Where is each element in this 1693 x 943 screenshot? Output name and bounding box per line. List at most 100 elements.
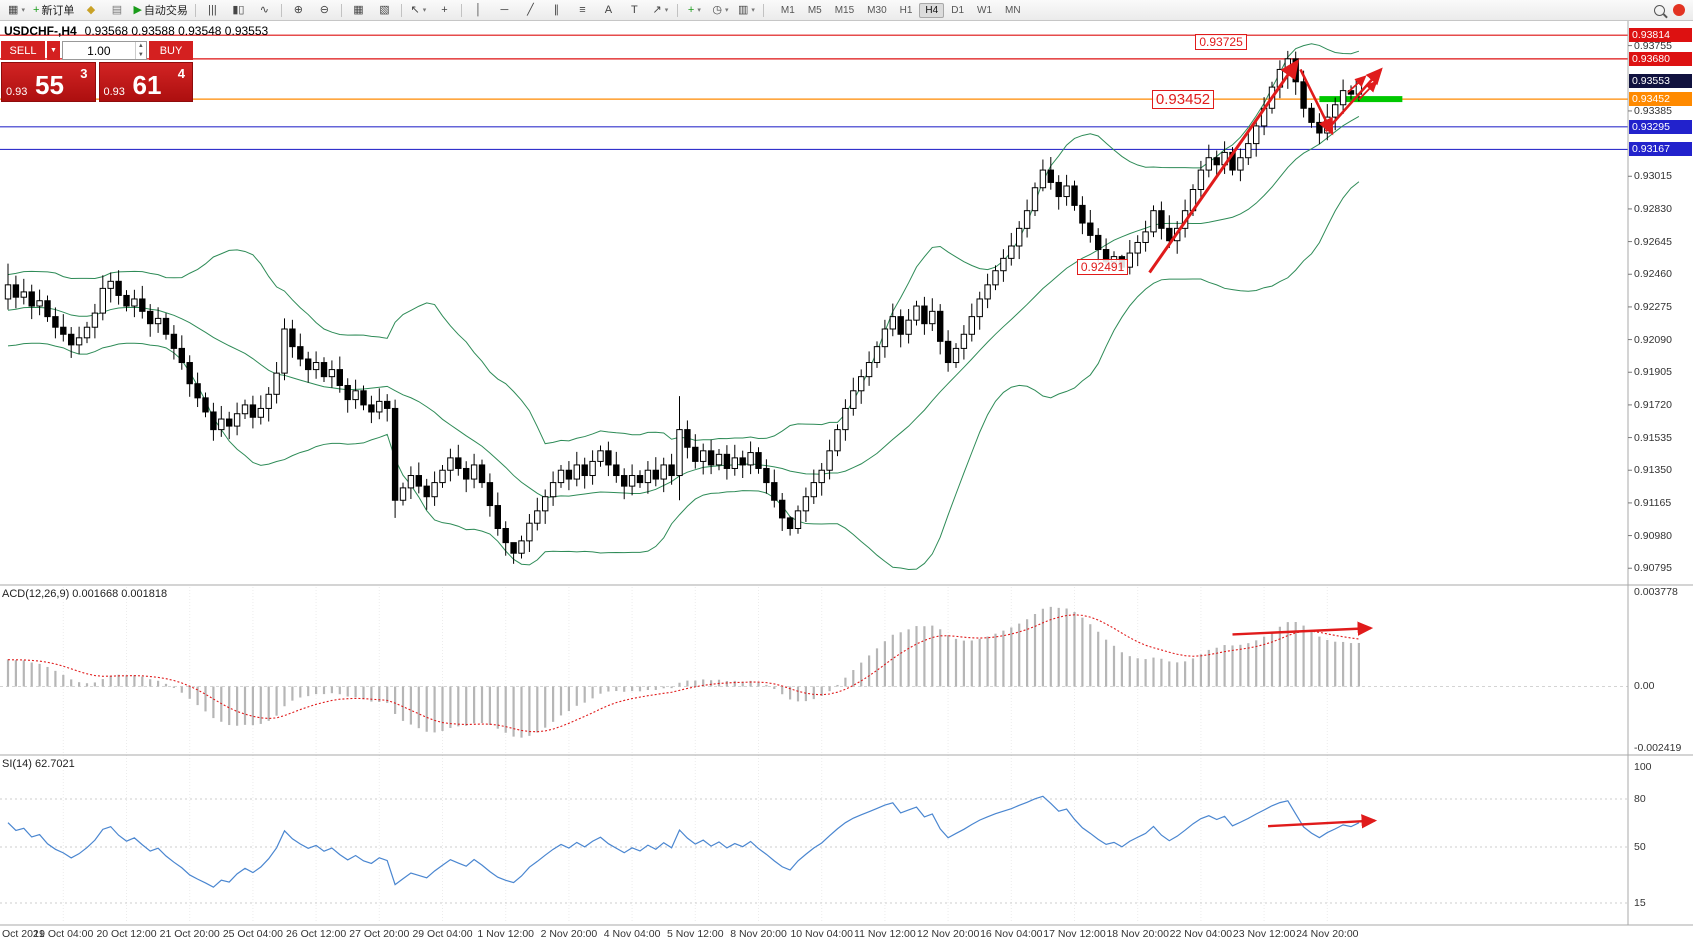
time-axis-label[interactable]: 5 Nov 12:00 <box>666 928 724 940</box>
toolbar: ▦ ▾ + 新订单 ◆ ▤ ▶ 自动交易 ||| ▮▯ ∿ ⊕ ⊖ ▦ ▧ ↖ ▾ + │ ─ ╱ ∥ ≡ A T ↗ ▾ + ▾ ◷ ▾ ▥… <box>0 0 1693 21</box>
time-axis-label[interactable]: 8 Nov 20:00 <box>730 928 787 940</box>
ohlc-readout: 0.93568 0.93588 0.93548 0.93553 <box>84 24 269 38</box>
period-button-m5[interactable]: M5 <box>807 4 822 16</box>
period-button-m1[interactable]: M1 <box>780 4 795 16</box>
rsi-axis-label: 50 <box>1634 841 1646 853</box>
period-button-w1[interactable]: W1 <box>977 4 993 16</box>
crosshair-icon[interactable]: + <box>441 3 448 16</box>
indicators-icon[interactable]: + ▾ <box>687 3 701 16</box>
text-label-icon[interactable]: T <box>631 3 638 16</box>
time-axis-label[interactable]: 22 Nov 04:00 <box>1169 928 1233 940</box>
cascade-windows-icon[interactable]: ▧ <box>379 3 390 16</box>
one-click-trade-panel: SELL ▼ ▲▼ BUY 0.93 55 3 0.93 61 4 <box>1 41 193 102</box>
fibonacci-icon[interactable]: ≡ <box>579 3 586 16</box>
candlestick-mode-icon[interactable]: ▮▯ <box>232 3 245 16</box>
period-button-d1[interactable]: D1 <box>951 4 965 16</box>
period-button-m30[interactable]: M30 <box>867 4 887 16</box>
time-axis-label[interactable]: Oct 2021 <box>2 928 45 940</box>
search-icon[interactable] <box>1654 4 1665 16</box>
annotation-arrows[interactable] <box>1148 59 1383 829</box>
volume-spinner[interactable]: ▲ ▼ <box>134 42 146 59</box>
time-axis-label[interactable]: 27 Oct 20:00 <box>349 928 410 940</box>
new-order-icon[interactable]: + 新订单 <box>33 3 75 17</box>
sell-button[interactable]: SELL <box>1 41 45 60</box>
trendline-icon[interactable]: ╱ <box>527 3 534 16</box>
line-chart-mode-icon[interactable]: ∿ <box>259 3 270 16</box>
price-badge: 0.93553 <box>1629 74 1692 89</box>
period-button-h1[interactable]: H1 <box>899 4 913 16</box>
time-axis-label[interactable]: 18 Nov 20:00 <box>1106 928 1169 940</box>
time-axis-label[interactable]: 1 Nov 12:00 <box>477 928 534 940</box>
buy-price-button[interactable]: 0.93 61 4 <box>98 62 193 102</box>
price-badge: 0.93452 <box>1629 92 1692 107</box>
horizontal-line-icon[interactable]: ─ <box>500 3 509 16</box>
time-axis-label[interactable]: 2 Nov 20:00 <box>540 928 598 940</box>
time-axis-label[interactable]: 21 Oct 20:00 <box>159 928 220 940</box>
price-badge: 0.93680 <box>1629 51 1692 66</box>
time-axis-label[interactable]: 10 Nov 04:00 <box>790 928 853 940</box>
time-axis-label[interactable]: 20 Oct 12:00 <box>96 928 157 940</box>
time-axis-label[interactable]: 19 Oct 04:00 <box>33 928 94 940</box>
cursor-icon[interactable]: ↖ ▾ <box>410 3 427 16</box>
sell-price-point: 3 <box>80 66 88 81</box>
rsi-axis-label: 100 <box>1634 761 1652 773</box>
rsi-axis-label: 15 <box>1634 897 1646 909</box>
macd-signal-line <box>7 614 1359 733</box>
macd-indicator-label: ACD(12,26,9) 0.001668 0.001818 <box>2 588 168 600</box>
time-axis-label[interactable]: 26 Oct 12:00 <box>286 928 347 940</box>
trend-arrow <box>1347 75 1367 94</box>
price-axis-label: 0.92645 <box>1634 235 1672 248</box>
volume-box: ▲▼ <box>62 41 147 60</box>
arrows-tool-icon[interactable]: ↗ ▾ <box>652 3 669 16</box>
time-axis-label[interactable]: 16 Nov 04:00 <box>980 928 1043 940</box>
vertical-line-icon[interactable]: │ <box>474 3 482 16</box>
sell-price-button[interactable]: 0.93 55 3 <box>1 62 96 102</box>
price-axis-label: 0.92830 <box>1634 202 1672 215</box>
period-button-m15[interactable]: M15 <box>834 4 855 16</box>
time-axis-label[interactable]: 4 Nov 04:00 <box>603 928 661 940</box>
time-axis-label[interactable]: 11 Nov 12:00 <box>854 928 916 940</box>
account-badge[interactable] <box>1673 4 1685 16</box>
timeframes-menu-icon[interactable]: ◷ ▾ <box>712 3 729 16</box>
time-axis-label[interactable]: 12 Nov 20:00 <box>916 928 980 940</box>
zoom-out-icon[interactable]: ⊖ <box>319 3 330 16</box>
price-annotation[interactable]: 0.93452 <box>1151 89 1215 109</box>
macd-axis-label: -0.002419 <box>1634 741 1682 754</box>
price-axis-label: 0.92460 <box>1634 268 1672 281</box>
period-button-mn[interactable]: MN <box>1005 4 1021 16</box>
new-chart-icon[interactable]: ▦ ▾ <box>8 3 25 16</box>
time-axis-label[interactable]: 23 Nov 12:00 <box>1232 928 1296 940</box>
chart-title: USDCHF-,H4 0.93568 0.93588 0.93548 0.9355… <box>4 24 268 38</box>
equidistant-channel-icon[interactable]: ∥ <box>553 3 560 16</box>
time-axis-label[interactable]: 29 Oct 04:00 <box>412 928 473 940</box>
autotrading-icon[interactable]: ▶ 自动交易 <box>133 3 188 17</box>
price-axis-label: 0.93015 <box>1634 170 1672 183</box>
time-axis-label[interactable]: 17 Nov 12:00 <box>1043 928 1106 940</box>
text-icon[interactable]: A <box>604 3 613 16</box>
favorites-icon[interactable]: ◆ <box>86 3 96 16</box>
zoom-in-icon[interactable]: ⊕ <box>293 3 304 16</box>
support-zone-marker[interactable] <box>1319 96 1403 103</box>
reports-icon[interactable]: ▤ <box>111 3 123 16</box>
trend-arrow <box>1358 80 1378 101</box>
price-annotation[interactable]: 0.93725 <box>1195 34 1247 51</box>
time-axis-label[interactable]: 24 Nov 20:00 <box>1296 928 1359 940</box>
price-badge: 0.93167 <box>1629 142 1692 157</box>
time-axis-label[interactable]: 25 Oct 04:00 <box>222 928 283 940</box>
buy-price-prefix: 0.93 <box>103 86 125 98</box>
rsi-graphics <box>0 795 1628 904</box>
price-annotation[interactable]: 0.92491 <box>1076 259 1129 276</box>
templates-icon[interactable]: ▥ ▾ <box>737 3 755 16</box>
toolbar-right <box>1654 4 1689 16</box>
volume-input[interactable] <box>63 42 135 59</box>
price-axis-label: 0.91350 <box>1634 464 1672 477</box>
order-type-dropdown[interactable]: ▼ <box>47 41 60 60</box>
bar-chart-mode-icon[interactable]: ||| <box>208 3 217 16</box>
buy-button[interactable]: BUY <box>149 41 193 60</box>
period-button-h4[interactable]: H4 <box>919 2 945 18</box>
price-axis-label: 0.90795 <box>1634 562 1672 575</box>
tile-windows-icon[interactable]: ▦ <box>353 3 364 16</box>
